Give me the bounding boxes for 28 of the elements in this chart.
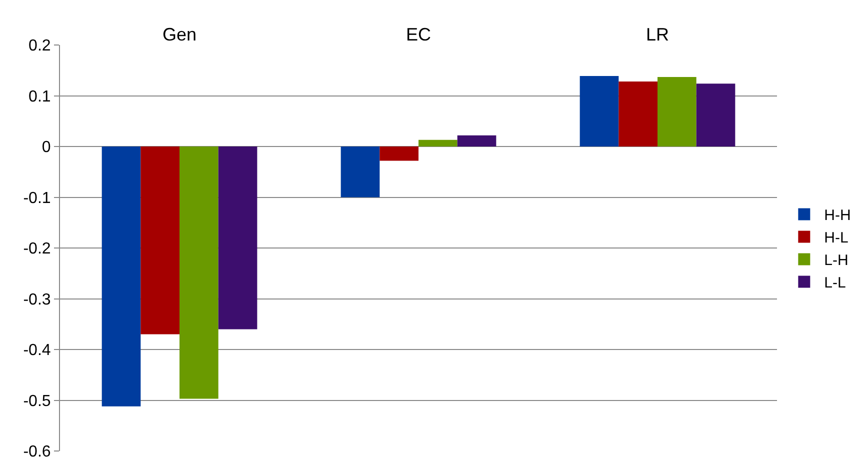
y-tick-label: -0.3 <box>23 291 51 308</box>
legend-label: L-L <box>824 274 846 292</box>
y-tick-label: -0.1 <box>23 190 51 207</box>
y-tick-label: -0.2 <box>23 240 51 258</box>
bar <box>340 146 380 198</box>
x-tick-label: EC <box>406 24 432 44</box>
bar <box>580 76 619 146</box>
y-tick-label: -0.5 <box>23 392 51 410</box>
bar <box>380 146 418 161</box>
legend-label: H-H <box>824 207 851 224</box>
y-tick-label: -0.6 <box>23 444 51 461</box>
y-tick-label: 0.2 <box>28 38 51 55</box>
y-tick-label: 0.1 <box>28 88 51 106</box>
legend-label: H-L <box>824 230 848 247</box>
bar <box>696 84 736 146</box>
bar <box>218 146 258 330</box>
bar <box>140 146 180 334</box>
y-tick-label: -0.4 <box>23 342 51 360</box>
bar <box>618 82 658 146</box>
bar <box>180 146 218 399</box>
y-tick-label: 0 <box>42 139 51 156</box>
bar <box>102 146 141 406</box>
x-tick-label: Gen <box>162 24 197 44</box>
x-tick-label: LR <box>646 24 670 44</box>
bar <box>658 76 696 146</box>
bar <box>418 140 458 146</box>
bar <box>457 135 496 146</box>
legend-label: L-H <box>824 252 848 270</box>
